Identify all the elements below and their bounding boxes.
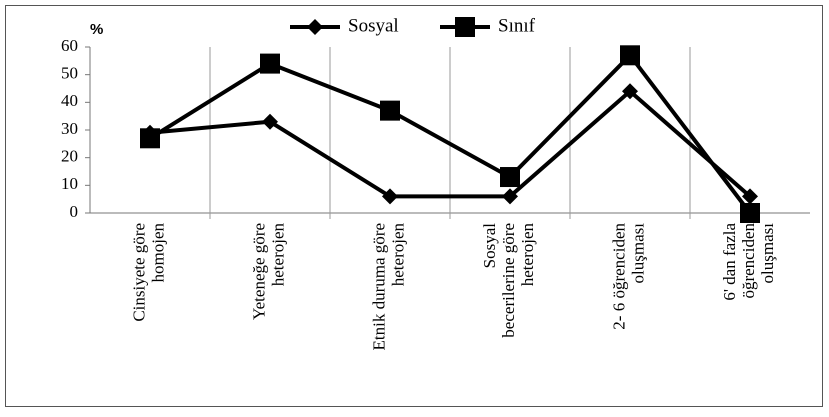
label-line: Yeteneğe göre — [249, 223, 268, 320]
marker — [260, 53, 280, 74]
x-tick-label: 2- 6 öğrencidenoluşması — [609, 223, 647, 330]
marker — [620, 45, 640, 66]
marker — [500, 167, 520, 188]
marker — [382, 188, 398, 205]
x-tick-label: Yeteneğe göreheterojen — [249, 223, 287, 320]
x-tick-label: Cinsiyete görehomojen — [129, 223, 167, 322]
marker — [740, 203, 760, 223]
y-tick-label: 10 — [61, 174, 78, 193]
frame — [5, 5, 823, 407]
marker — [262, 113, 278, 130]
label-line: 2- 6 öğrenciden — [609, 223, 628, 330]
x-tick-label: Sosyalbecerilerine göreheterojen — [480, 223, 537, 338]
label-line: heterojen — [268, 223, 287, 287]
y-tick-label: 40 — [61, 91, 78, 110]
marker — [307, 19, 323, 35]
label-line: Sosyal — [480, 223, 499, 269]
label-line: 6' dan fazla — [720, 223, 739, 301]
label-line: heterojen — [518, 223, 537, 287]
marker — [380, 100, 400, 121]
y-tick-label: 50 — [61, 64, 78, 83]
marker — [455, 17, 475, 37]
marker — [742, 188, 758, 205]
label-line: oluşması — [628, 223, 647, 284]
label-line: Cinsiyete göre — [129, 223, 148, 322]
label-line: becerilerine göre — [499, 223, 518, 338]
legend-label: Sosyal — [348, 15, 399, 36]
marker — [140, 128, 160, 149]
x-tick-label: 6' dan fazlaöğrencidenoluşması — [720, 223, 777, 301]
series-line — [149, 88, 752, 199]
label-line: homojen — [148, 223, 167, 283]
marker — [502, 188, 518, 205]
y-tick-label: 60 — [61, 36, 78, 55]
label-line: öğrenciden — [739, 223, 758, 299]
y-axis-label: % — [90, 21, 103, 38]
label-line: heterojen — [388, 223, 407, 287]
y-tick-label: 20 — [61, 147, 78, 166]
y-tick-label: 30 — [61, 119, 78, 138]
series-line — [148, 52, 752, 215]
marker — [622, 83, 638, 100]
legend-label: Sınıf — [498, 15, 536, 36]
label-line: Etnik duruma göre — [369, 223, 388, 350]
label-line: oluşması — [758, 223, 777, 284]
x-tick-label: Etnik duruma göreheterojen — [369, 223, 407, 351]
y-tick-label: 0 — [70, 202, 79, 221]
